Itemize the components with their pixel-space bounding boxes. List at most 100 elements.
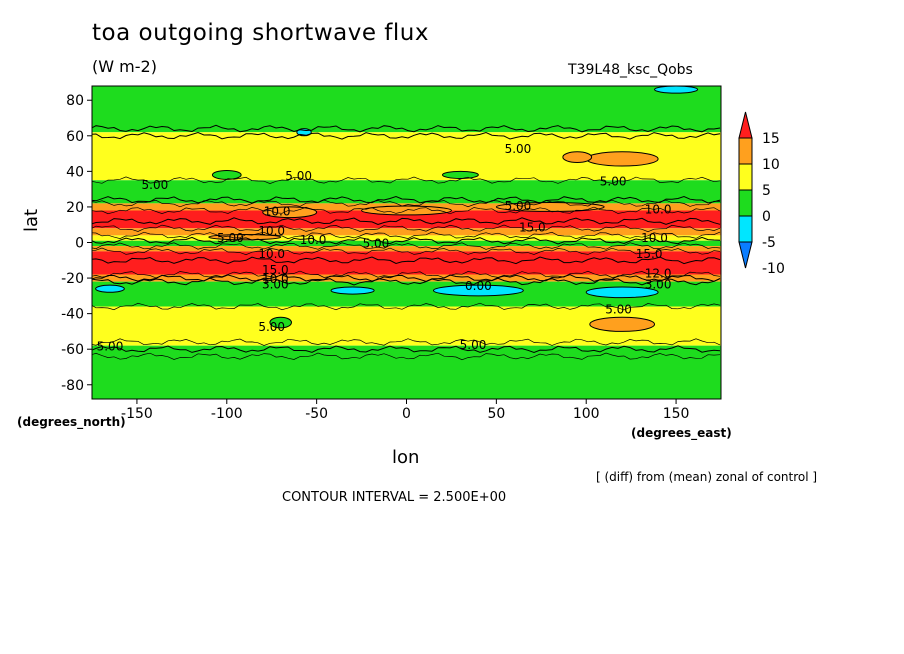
contour-line-7 (92, 224, 721, 233)
colorbar-label-5: -10 (762, 261, 785, 277)
contour-label-19: 3.00 (645, 277, 672, 291)
contour-line-16 (92, 302, 721, 311)
contour-line-6 (92, 217, 721, 226)
colorbar-top-arrow (738, 111, 753, 139)
lat-band-4 (92, 210, 721, 229)
contour-label-13: 10.0 (258, 247, 285, 261)
contour-line-5 (92, 206, 721, 215)
lat-band-0 (92, 86, 721, 133)
y-tick-label-7: 60 (66, 129, 84, 145)
x-tick-label-1: -100 (211, 406, 243, 422)
colorbar-segment-1 (738, 137, 753, 165)
contour-label-2: 5.00 (285, 169, 312, 183)
lat-band-7 (92, 240, 721, 247)
colorbar-segment-4 (738, 215, 753, 243)
lat-band-2 (92, 180, 721, 204)
patch-0 (585, 151, 659, 167)
y-tick-label-1: -60 (61, 342, 84, 358)
colorbar: 15 10 5 0 -5 -10 (738, 111, 785, 277)
contour-line-8 (92, 231, 721, 240)
contour-line-14 (92, 274, 721, 282)
y-unit-label: (degrees_north) (17, 415, 126, 429)
colorbar-label-2: 5 (762, 183, 771, 199)
contour-label-0: 5.00 (505, 142, 532, 156)
y-tick-label-4: 0 (75, 236, 84, 252)
contour-label-9: 5.00 (217, 231, 244, 245)
colorbar-segment-3 (738, 189, 753, 217)
contour-label-24: 5.00 (460, 338, 487, 352)
y-tick-label-3: -20 (61, 271, 84, 287)
contour-line-0 (92, 124, 721, 133)
lat-band-9 (92, 251, 721, 275)
contour-line-3 (92, 195, 721, 204)
contour-label-11: 5.00 (363, 237, 390, 251)
patch-12 (654, 86, 699, 94)
contour-label-4: 5.00 (505, 199, 532, 213)
x-tick-label-3: 0 (402, 406, 411, 422)
contour-label-20: 0.00 (465, 279, 492, 293)
colorbar-segment-2 (738, 163, 753, 191)
patch-9 (585, 286, 659, 299)
contour-line-11 (92, 247, 721, 256)
contour-labels: 5.00 5.00 5.00 5.00 5.00 10.0 10.0 15.0 10.0 5.00… (97, 142, 672, 353)
patch-15 (269, 316, 292, 329)
contour-label-18: 12.0 (645, 267, 672, 281)
contour-label-14: 15.0 (636, 247, 663, 261)
contour-label-5: 10.0 (264, 204, 291, 218)
x-axis-label: lon (392, 447, 420, 468)
lat-band-5 (92, 228, 721, 236)
patch-6 (589, 316, 656, 332)
x-tick-label-5: 100 (573, 406, 600, 422)
patch-13 (211, 169, 242, 180)
colorbar-label-4: -5 (762, 235, 776, 251)
patch-10 (95, 284, 125, 293)
contour-label-17: 3.00 (262, 277, 289, 291)
units-label: (W m-2) (92, 57, 157, 76)
colorbar-bottom-arrow (738, 241, 753, 269)
x-tick-label-4: 50 (487, 406, 505, 422)
x-tick-label-6: 150 (663, 406, 690, 422)
contour-line-12 (92, 256, 721, 265)
contour-label-15: 15.0 (262, 263, 289, 277)
contour-label-7: 15.0 (519, 220, 546, 234)
contour-label-6: 10.0 (645, 203, 672, 217)
colorbar-label-3: 0 (762, 209, 771, 225)
contour-line-4 (92, 199, 721, 208)
patch-7 (432, 284, 524, 297)
y-tick-label-0: -80 (61, 378, 84, 394)
patch-2 (262, 206, 318, 219)
colorbar-label-1: 10 (762, 157, 780, 173)
contour-label-3: 5.00 (600, 174, 627, 188)
axes: -80 -60 -40 -20 0 20 40 60 80 -150 -100 -50 0 50 100 15… (61, 93, 689, 422)
contour-label-10: 10.0 (300, 233, 327, 247)
contour-interval-text: CONTOUR INTERVAL = 2.500E+00 (282, 490, 507, 505)
contour-label-8: 10.0 (258, 224, 285, 238)
x-tick-label-0: -150 (121, 406, 153, 422)
contour-line-17 (92, 338, 721, 346)
lat-band-13 (92, 345, 721, 399)
y-tick-label-8: 80 (66, 93, 84, 109)
contour-lines (92, 124, 721, 361)
contour-line-15 (92, 277, 721, 286)
contour-line-10 (92, 242, 721, 250)
contour-label-23: 5.00 (97, 340, 124, 354)
y-tick-label-5: 20 (66, 200, 84, 216)
contour-line-1 (92, 131, 721, 140)
contour-label-22: 5.00 (605, 302, 632, 316)
contour-label-12: 10.0 (641, 231, 668, 245)
contour-label-21: 5.00 (258, 320, 285, 334)
run-id-label: T39L48_ksc_Qobs (568, 62, 693, 78)
contour-line-19 (92, 352, 721, 361)
lat-band-8 (92, 246, 721, 252)
contour-line-2 (92, 176, 721, 184)
colorbar-label-0: 15 (762, 131, 780, 147)
patch-14 (441, 170, 479, 179)
y-tick-label-2: -40 (61, 307, 84, 323)
x-tick-label-2: -50 (305, 406, 328, 422)
contour-line-18 (92, 345, 721, 354)
difference-note: [ (diff) from (mean) zonal of control ] (596, 470, 818, 484)
y-tick-label-6: 40 (66, 164, 84, 180)
patch-1 (562, 151, 593, 163)
x-unit-label: (degrees_east) (631, 426, 732, 440)
contour-label-1: 5.00 (142, 178, 169, 192)
